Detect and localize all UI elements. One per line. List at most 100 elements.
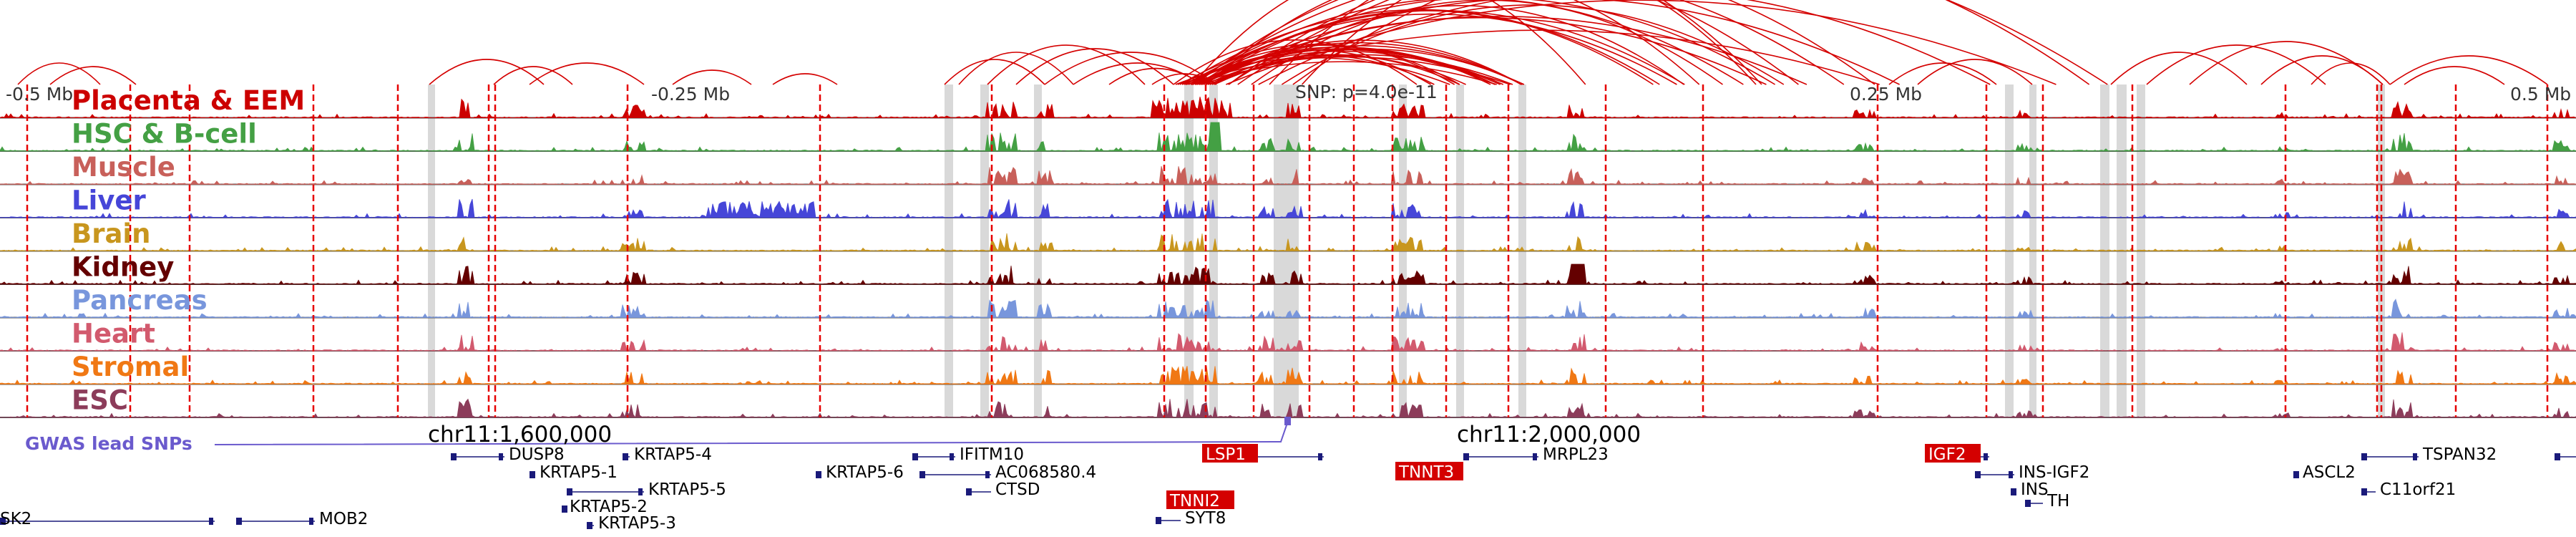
gene-label: MOB2 bbox=[319, 510, 368, 528]
loop-arc bbox=[49, 66, 137, 85]
loop-arc bbox=[1203, 39, 1522, 85]
gene-annotation-track: DUSP8 KRTAP5-4KRTAP5-1KRTAP5-5KRTAP5-2KRT… bbox=[0, 444, 2576, 533]
gwas-lead-snp-track: GWAS lead SNPs bbox=[25, 417, 1291, 454]
gene-label: SYT8 bbox=[1185, 509, 1226, 528]
gene-th: TH bbox=[2025, 492, 2069, 511]
gene-dusp8: DUSP8 bbox=[451, 445, 565, 464]
loop-arc bbox=[1228, 0, 2108, 85]
gene-label: CTSD bbox=[995, 480, 1040, 499]
gene-krtap5-1: KRTAP5-1 bbox=[530, 463, 618, 482]
chrom-label-right: chr11:2,000,000 bbox=[1457, 422, 1641, 448]
gene-exon bbox=[1984, 453, 1988, 460]
coordinate-labels: -0.5 Mb -0.25 Mb SNP: p=4.0e-11 0.25 Mb … bbox=[6, 82, 2571, 105]
gene-exon bbox=[919, 471, 925, 478]
loop-arc bbox=[2110, 52, 2248, 85]
gene-krtap5-5: KRTAP5-5 bbox=[567, 480, 726, 499]
gene-label: KRTAP5-6 bbox=[826, 463, 904, 482]
signal-area bbox=[0, 263, 2576, 286]
signal-tracks bbox=[0, 97, 2576, 418]
loop-arc bbox=[2389, 55, 2548, 85]
loop-arc bbox=[944, 59, 1045, 85]
signal-area bbox=[0, 366, 2576, 385]
gene-exon bbox=[2293, 471, 2299, 478]
loop-arc bbox=[958, 52, 1074, 85]
loop-arc bbox=[1301, 0, 1757, 85]
loop-arc bbox=[493, 66, 573, 85]
gene-igf2: IGF2 bbox=[1925, 444, 1989, 464]
loop-arc bbox=[529, 62, 645, 85]
gene-exon bbox=[1533, 453, 1537, 460]
gene-exon bbox=[2361, 488, 2367, 495]
track-label: Muscle bbox=[72, 152, 175, 183]
loop-arc bbox=[2146, 44, 2326, 85]
gene-exon bbox=[1156, 517, 1161, 524]
gene-label: KRTAP5-2 bbox=[570, 498, 648, 516]
coord-label-minus-0-5: -0.5 Mb bbox=[6, 84, 73, 105]
gene-exon bbox=[2555, 453, 2560, 460]
track-placenta-eem bbox=[0, 97, 2576, 119]
loop-arc bbox=[672, 69, 752, 85]
gene-cd81: CD81 bbox=[2555, 453, 2576, 460]
track-muscle bbox=[0, 165, 2576, 185]
gene-syt8: SYT8 bbox=[1156, 509, 1226, 528]
gene-highlight bbox=[1202, 444, 1258, 463]
gene-exon bbox=[966, 488, 972, 495]
gene-exon bbox=[0, 518, 6, 525]
gene-exon bbox=[950, 453, 954, 460]
gene-label: MRPL23 bbox=[1543, 445, 1609, 464]
gene-exon bbox=[451, 453, 457, 460]
coord-label-plus-0-25: 0.25 Mb bbox=[1850, 84, 1922, 105]
gene-mrpl23: MRPL23 bbox=[1463, 445, 1609, 464]
gene-exon bbox=[587, 522, 592, 529]
loop-arc bbox=[1228, 0, 1875, 85]
loop-arc bbox=[2260, 55, 2384, 85]
gene-ascl2: ASCL2 bbox=[2293, 463, 2356, 482]
loop-arc bbox=[1226, 0, 2057, 85]
signal-area bbox=[0, 165, 2576, 185]
gene-label: LSP1 bbox=[1206, 445, 1246, 464]
gene-exon bbox=[816, 471, 821, 478]
loop-arc bbox=[1191, 0, 1845, 85]
track-label: Placenta & EEM bbox=[72, 85, 305, 116]
gene-highlight bbox=[1925, 444, 1981, 463]
gene-krtap5-6: KRTAP5-6 bbox=[816, 463, 904, 482]
track-brain bbox=[0, 233, 2576, 252]
gene-ac068580-4: AC068580.4 bbox=[919, 463, 1096, 482]
signal-area bbox=[0, 299, 2576, 319]
gene-exon bbox=[499, 453, 503, 460]
gene-exon bbox=[2413, 453, 2417, 460]
gene-exon bbox=[623, 453, 628, 460]
gene-exon bbox=[530, 471, 535, 478]
loop-arc bbox=[1917, 59, 2033, 85]
gene-highlight bbox=[1395, 462, 1463, 480]
gene-exon bbox=[2009, 471, 2013, 478]
gene-krtap5-3: KRTAP5-3 bbox=[587, 514, 676, 533]
signal-area bbox=[0, 233, 2576, 252]
gene-krtap5-2: KRTAP5-2 bbox=[562, 498, 648, 516]
loop-arc bbox=[1292, 0, 2090, 85]
gene-ins: INS bbox=[2011, 480, 2049, 499]
track-label: ESC bbox=[72, 385, 128, 416]
gene-exon bbox=[1318, 453, 1322, 460]
loop-arc bbox=[1185, 13, 1677, 85]
loop-arc bbox=[1258, 0, 1991, 85]
chromosome-axis-labels: chr11:1,600,000 chr11:2,000,000 bbox=[428, 422, 1641, 448]
gene-label: TNNT3 bbox=[1398, 463, 1454, 482]
gene-label: INS-IGF2 bbox=[2019, 463, 2089, 482]
loop-arc bbox=[17, 62, 101, 85]
signal-area bbox=[0, 97, 2576, 119]
gene-tnnt3: TNNT3 bbox=[1395, 462, 1463, 482]
loop-arc bbox=[1192, 0, 1586, 85]
gene-label: DUSP8 bbox=[509, 445, 565, 464]
gene-exon bbox=[209, 518, 213, 525]
gene-label: TSPAN32 bbox=[2422, 445, 2497, 464]
gene-ins-igf2: INS-IGF2 bbox=[1975, 463, 2089, 482]
track-label: Brain bbox=[72, 218, 150, 249]
gene-label: SK2 bbox=[0, 510, 31, 528]
gene-sk2: SK2 bbox=[0, 510, 215, 528]
gene-highlight bbox=[1166, 490, 1234, 509]
track-pancreas bbox=[0, 299, 2576, 319]
signal-area bbox=[0, 122, 2576, 153]
gene-label: KRTAP5-1 bbox=[540, 463, 618, 482]
